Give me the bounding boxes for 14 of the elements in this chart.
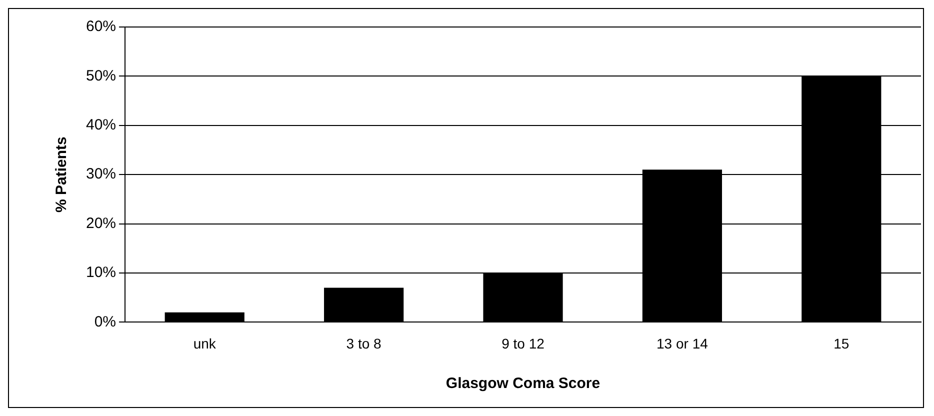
x-tick-label: 9 to 12: [502, 335, 545, 352]
y-tick-label: 0%: [94, 313, 116, 330]
y-tick-label: 50%: [86, 67, 116, 84]
x-tick-label: 15: [834, 335, 850, 352]
y-tick-label: 40%: [86, 116, 116, 134]
x-tick-label: unk: [193, 335, 217, 352]
y-tick-label: 20%: [86, 214, 116, 232]
x-tick-label: 13 or 14: [656, 335, 708, 352]
y-tick-label: 30%: [86, 166, 116, 183]
y-tick-label: 60%: [86, 18, 116, 36]
x-axis-title: Glasgow Coma Score: [446, 375, 600, 392]
x-tick-label: 3 to 8: [346, 335, 382, 352]
y-tick-label: 10%: [86, 264, 116, 282]
y-axis-title: % Patients: [53, 136, 70, 213]
